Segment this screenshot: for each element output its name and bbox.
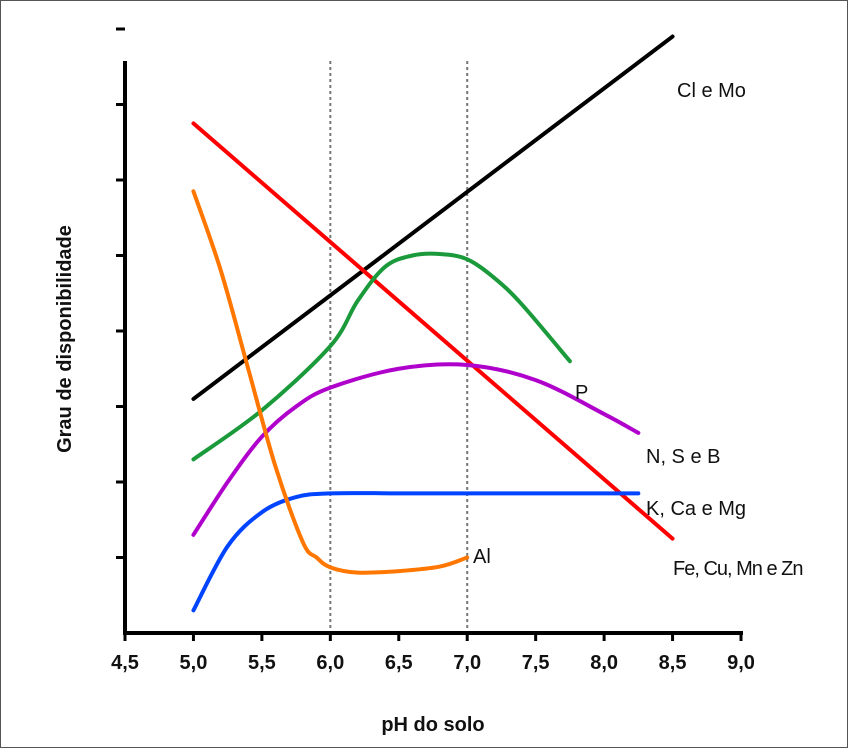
x-tick-label: 6,5 [385,652,413,674]
y-axis-title: Grau de disponibilidade [54,225,76,453]
reference-lines [329,61,469,633]
series-lines [191,34,675,613]
series-label-fe-cu-mn-e-zn: Fe, Cu, Mn e Zn [673,558,803,580]
x-tick-label: 9,0 [727,652,755,674]
x-tick-label: 8,5 [659,652,687,674]
series-line-n-s-e-b [191,362,641,537]
x-tick-label: 4,5 [111,652,139,674]
y-axis-ticks [116,27,125,559]
series-labels: Cl e Mo Fe, Cu, Mn e Zn P N, S e B K, Ca e M… [473,80,804,580]
series-label-k-ca-e-mg: K, Ca e Mg [646,498,746,520]
axes [123,61,743,635]
x-axis-ticks: 4,5 5,0 5,5 6,0 6,5 7,0 7,5 8,0 8,5 9,0 [111,633,755,674]
series-line-k-ca-e-mg [191,491,641,613]
x-axis-title: pH do solo [381,714,484,736]
x-tick-label: 5,0 [180,652,208,674]
series-label-cl-e-mo: Cl e Mo [677,80,746,102]
series-label-al: Al [473,546,491,568]
x-tick-label: 6,0 [316,652,344,674]
series-label-p: P [575,382,588,404]
series-line-al [191,189,470,575]
series-line-cl-e-mo [191,34,675,401]
series-line-p [191,251,572,462]
series-line-fe-cu-mn-e-zn [191,121,675,541]
x-tick-label: 5,5 [248,652,276,674]
x-tick-label: 7,0 [453,652,481,674]
series-label-n-s-e-b: N, S e B [646,446,720,468]
x-tick-label: 8,0 [590,652,618,674]
x-tick-label: 7,5 [522,652,550,674]
